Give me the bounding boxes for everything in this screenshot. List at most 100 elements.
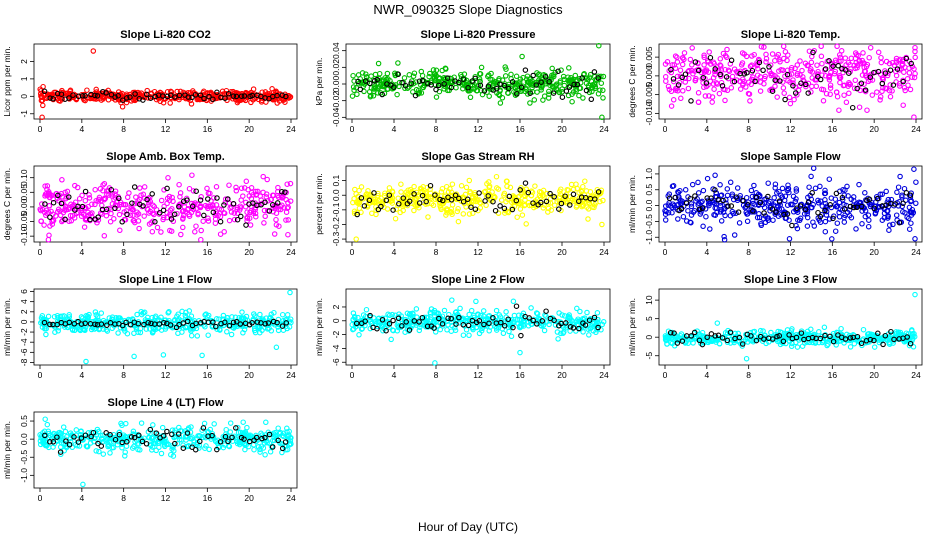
data-point xyxy=(513,73,520,80)
data-point xyxy=(398,189,404,195)
data-point xyxy=(104,191,110,197)
data-point xyxy=(68,218,75,224)
data-point xyxy=(702,206,709,212)
data-point xyxy=(756,211,762,217)
data-point xyxy=(86,192,92,198)
data-point xyxy=(600,95,606,101)
outlier-point xyxy=(39,114,45,121)
data-point xyxy=(845,193,851,199)
data-point xyxy=(457,305,463,312)
x-tick-label: 16 xyxy=(203,124,213,134)
data-point xyxy=(473,197,480,203)
data-point xyxy=(227,420,234,426)
data-point xyxy=(674,202,680,208)
data-point xyxy=(492,194,498,201)
data-point xyxy=(865,223,872,230)
data-point xyxy=(688,67,695,74)
reference-point xyxy=(571,81,577,88)
data-point xyxy=(887,93,894,100)
data-point xyxy=(242,446,248,453)
x-tick-label: 20 xyxy=(244,247,254,257)
data-point xyxy=(354,209,360,216)
x-tick-label: 24 xyxy=(599,247,609,257)
data-point xyxy=(167,207,174,213)
reference-point xyxy=(735,209,742,215)
data-point xyxy=(237,203,244,209)
data-point xyxy=(498,197,505,203)
data-point xyxy=(700,187,707,194)
reference-point xyxy=(777,78,783,84)
reference-point xyxy=(456,195,462,202)
data-point xyxy=(504,178,510,185)
data-point xyxy=(690,71,696,77)
data-point xyxy=(843,99,850,106)
data-point xyxy=(799,67,805,74)
data-point xyxy=(686,67,692,74)
reference-point xyxy=(427,182,434,189)
data-point xyxy=(744,218,751,225)
data-point xyxy=(598,80,605,86)
reference-point xyxy=(696,206,703,213)
data-point xyxy=(718,218,725,224)
reference-point xyxy=(672,194,678,201)
x-tick-label: 8 xyxy=(434,124,439,134)
data-point xyxy=(181,204,188,210)
data-point xyxy=(117,227,123,234)
data-point xyxy=(275,425,281,431)
figure-x-axis-label: Hour of Day (UTC) xyxy=(418,520,518,534)
reference-point xyxy=(448,197,455,203)
reference-point xyxy=(725,203,731,209)
x-tick-label: 16 xyxy=(828,124,838,134)
x-tick-label: 20 xyxy=(244,370,254,380)
reference-point xyxy=(815,73,821,80)
reference-point xyxy=(803,81,809,88)
reference-point xyxy=(172,94,178,100)
data-point xyxy=(532,201,539,208)
data-point xyxy=(497,100,504,106)
reference-point xyxy=(402,82,409,89)
data-point xyxy=(545,209,551,215)
data-point xyxy=(413,306,420,312)
data-point xyxy=(747,63,754,70)
data-point xyxy=(420,184,426,190)
reference-point xyxy=(506,193,513,200)
reference-point xyxy=(513,197,520,204)
data-point xyxy=(273,216,279,223)
data-point xyxy=(775,204,781,210)
reference-point xyxy=(469,78,475,84)
data-point xyxy=(370,199,377,206)
reference-point xyxy=(441,81,447,87)
data-point xyxy=(276,223,282,229)
data-point xyxy=(902,87,908,94)
reference-point xyxy=(400,195,407,201)
data-point xyxy=(577,85,584,91)
data-point xyxy=(250,210,257,216)
data-point xyxy=(384,206,391,212)
data-point xyxy=(569,98,575,105)
data-point xyxy=(701,54,707,61)
data-point xyxy=(285,204,291,211)
data-point xyxy=(827,91,833,98)
data-point xyxy=(261,220,267,226)
data-point xyxy=(416,327,423,334)
reference-point xyxy=(538,199,544,206)
data-point xyxy=(67,212,74,219)
data-point xyxy=(727,212,734,219)
data-point xyxy=(702,93,709,99)
data-point xyxy=(678,95,684,102)
data-point xyxy=(43,331,49,338)
data-point xyxy=(168,89,175,95)
data-point xyxy=(680,88,686,94)
data-point xyxy=(169,206,175,212)
data-point xyxy=(78,213,85,219)
reference-point xyxy=(687,195,694,202)
data-point xyxy=(447,208,454,215)
data-point xyxy=(717,56,724,62)
y-axis-label: degrees C per min. xyxy=(627,45,637,117)
reference-point xyxy=(432,192,438,198)
data-point xyxy=(743,194,750,201)
reference-point xyxy=(501,82,508,89)
reference-point xyxy=(266,208,273,214)
data-point xyxy=(153,206,160,213)
